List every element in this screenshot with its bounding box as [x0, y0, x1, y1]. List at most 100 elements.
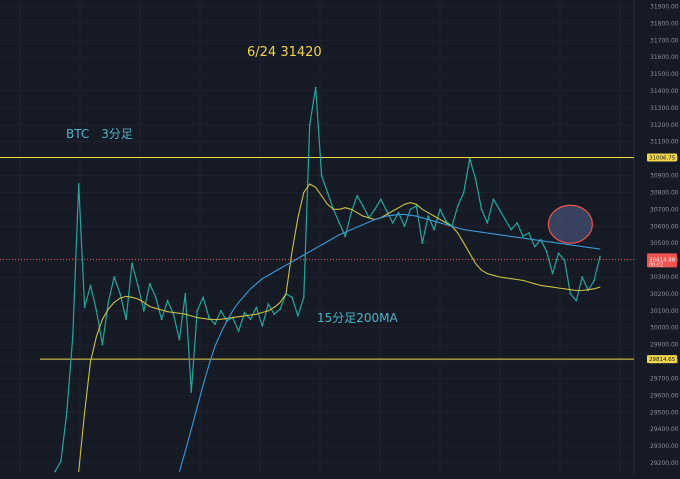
- y-tick-label: 31700.00: [650, 37, 679, 44]
- data-point: [214, 319, 216, 321]
- data-point: [208, 316, 210, 319]
- data-point: [397, 211, 400, 214]
- data-point: [599, 248, 601, 250]
- data-point: [599, 286, 601, 288]
- data-point: [196, 309, 199, 312]
- data-point: [486, 232, 488, 234]
- data-point: [368, 221, 370, 223]
- data-point: [101, 343, 104, 346]
- data-point: [557, 252, 560, 255]
- data-point: [178, 338, 181, 341]
- data-point: [190, 315, 192, 317]
- data-point: [255, 306, 258, 309]
- data-point: [113, 301, 115, 303]
- data-point: [486, 273, 488, 275]
- series-line-2[interactable]: [178, 213, 601, 472]
- data-point: [409, 202, 411, 204]
- data-point: [391, 221, 394, 224]
- data-point: [445, 222, 447, 224]
- data-point: [60, 460, 62, 463]
- data-point: [220, 318, 222, 320]
- data-point: [279, 308, 282, 311]
- data-point: [255, 283, 257, 285]
- highlight-layer: [547, 204, 593, 244]
- data-point: [232, 310, 234, 312]
- data-point: [296, 314, 299, 317]
- data-point: [373, 208, 376, 211]
- grid: [0, 0, 634, 475]
- data-point: [332, 208, 334, 210]
- data-point: [404, 203, 406, 205]
- data-point: [184, 313, 186, 315]
- data-point: [315, 186, 317, 188]
- data-point: [486, 221, 489, 224]
- data-point: [327, 240, 328, 242]
- data-point: [421, 242, 424, 245]
- data-point: [587, 246, 589, 248]
- data-point: [149, 306, 151, 308]
- data-point: [569, 244, 571, 246]
- y-tick-label: 31900.00: [650, 3, 679, 10]
- data-point: [510, 235, 512, 237]
- data-point: [119, 293, 122, 295]
- data-point: [581, 246, 583, 248]
- data-point: [54, 470, 56, 473]
- data-point: [350, 229, 352, 231]
- data-point: [77, 183, 80, 185]
- data-point: [178, 470, 180, 472]
- data-point: [261, 312, 263, 314]
- data-point: [593, 247, 595, 249]
- y-tick-label: 30300.00: [650, 274, 679, 281]
- data-point: [498, 234, 500, 236]
- data-point: [569, 289, 571, 291]
- data-point: [196, 317, 198, 319]
- y-tick-label: 31800.00: [650, 20, 679, 27]
- data-point: [546, 240, 548, 242]
- data-point: [327, 203, 328, 205]
- data-point: [456, 205, 459, 207]
- data-point: [154, 296, 157, 299]
- data-point: [552, 286, 554, 288]
- data-point: [504, 218, 507, 221]
- data-point: [190, 428, 192, 430]
- data-point: [166, 299, 169, 302]
- data-point: [545, 250, 548, 253]
- data-point: [492, 274, 494, 276]
- data-point: [238, 316, 240, 318]
- y-tick-label: 30100.00: [650, 308, 679, 315]
- data-point: [403, 225, 406, 228]
- data-point: [427, 215, 430, 218]
- data-point: [309, 183, 311, 185]
- data-point: [285, 264, 287, 266]
- data-point: [255, 313, 257, 315]
- data-point: [273, 271, 275, 273]
- price-tag-sublabel: 00:02: [649, 262, 663, 268]
- data-point: [338, 234, 340, 236]
- y-tick-label: 31300.00: [650, 105, 679, 112]
- data-point: [113, 276, 116, 278]
- annotation-text: 15分足200MA: [317, 311, 399, 325]
- data-point: [172, 313, 175, 316]
- data-point: [415, 205, 418, 207]
- data-point: [510, 278, 512, 280]
- data-point: [409, 214, 411, 216]
- y-tick-label: 30700.00: [650, 206, 679, 213]
- data-point: [362, 215, 364, 217]
- data-point: [379, 198, 382, 201]
- data-point: [148, 282, 151, 285]
- data-point: [504, 277, 506, 279]
- data-point: [131, 262, 133, 265]
- data-point: [302, 296, 305, 299]
- data-point: [433, 220, 435, 222]
- y-tick-label: 31500.00: [650, 71, 679, 78]
- data-point: [178, 312, 180, 314]
- data-point: [208, 364, 210, 366]
- data-point: [71, 335, 74, 338]
- data-point: [184, 450, 186, 452]
- data-point: [107, 308, 109, 310]
- data-point: [522, 235, 524, 238]
- y-tick-label: 30500.00: [650, 240, 679, 247]
- data-point: [326, 191, 329, 194]
